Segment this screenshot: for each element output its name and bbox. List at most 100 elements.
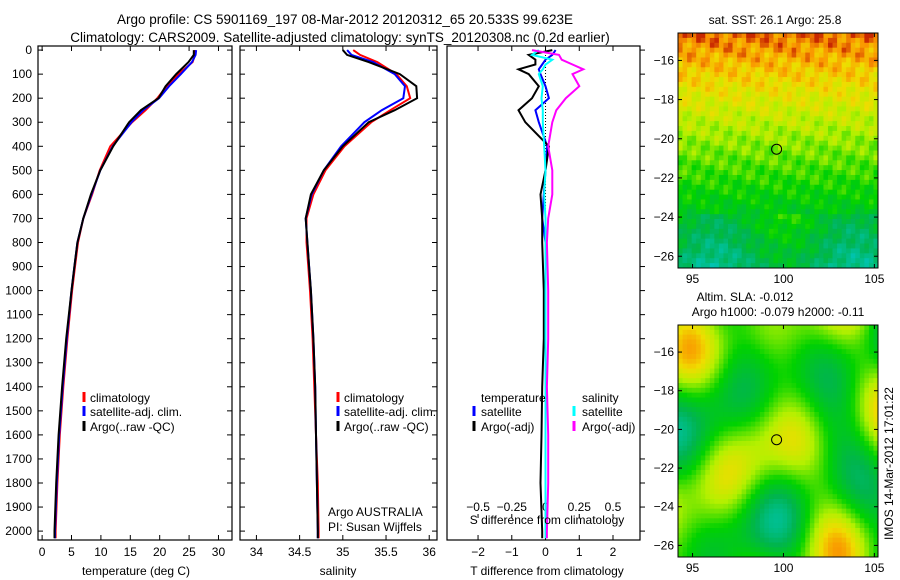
map-cell [846,542,852,548]
map-cell [728,470,733,476]
map-cell [800,363,806,369]
map-cell [828,150,833,156]
map-cell [782,436,788,442]
map-cell [787,484,793,490]
map-cell [696,116,702,122]
map-cell [800,130,806,137]
map-cell [696,209,702,215]
map-cell [750,528,756,534]
map-cell [709,57,715,63]
map-cell [828,155,833,161]
map-cell [782,228,788,235]
map-cell [709,37,715,44]
map-cell [682,263,688,269]
map-cell [837,67,843,73]
map-cell [778,253,783,259]
map-cell [700,238,706,244]
map-cell [755,204,761,210]
map-cell [718,542,724,548]
map-cell [791,160,797,166]
map-cell [800,135,806,142]
map-cell [837,460,843,466]
map-cell [773,67,779,73]
map-cell [818,111,824,117]
y-tick-label: −16 [654,53,675,67]
map-cell [873,378,879,384]
map-cell [859,518,865,524]
map-cell [787,349,793,355]
map-cell [868,537,874,543]
map-cell [796,214,802,220]
map-cell [741,325,747,331]
map-cell [714,155,720,161]
map-cell [741,373,747,379]
map-cell [714,42,720,49]
map-cell [773,325,779,331]
map-cell [859,460,865,466]
map-cell [737,194,743,200]
map-cell [709,339,715,345]
map-cell [855,378,861,384]
map-cell [773,392,779,398]
map-cell [868,116,874,122]
map-cell [700,101,706,107]
map-cell [809,179,815,186]
map-cell [828,228,833,235]
map-cell [741,397,747,403]
map-cell [873,421,879,427]
map-cell [773,170,779,176]
map-cell [737,329,743,336]
map-cell [791,363,797,369]
map-cell [846,150,852,156]
map-cell [732,426,738,432]
map-cell [696,412,702,418]
map-cell [709,455,715,461]
map-cell [787,552,793,558]
map-cell [850,494,856,500]
map-cell [768,101,774,107]
map-cell [714,140,720,147]
map-cell [837,194,843,200]
map-cell [700,243,706,249]
map-cell [723,135,729,142]
map-cell [750,116,756,122]
map-cell [709,358,715,365]
map-cell [828,518,833,524]
map-cell [773,387,779,394]
map-cell [700,209,706,215]
map-cell [782,474,788,481]
map-cell [837,174,843,181]
map-cell [855,135,861,142]
map-cell [873,184,879,191]
map-cell [841,42,847,49]
map-cell [691,465,697,471]
map-cell [809,503,815,510]
map-cell [809,145,815,151]
map-cell [828,96,833,102]
map-cell [828,344,833,350]
map-cell [682,199,688,205]
map-cell [818,383,824,389]
map-cell [778,358,783,365]
map-cell [700,334,706,340]
map-cell [782,194,788,200]
map-cell [741,126,747,132]
map-cell [814,150,820,156]
map-cell [741,378,747,384]
map-cell [828,325,833,331]
x-tick-label: 35 [336,545,350,559]
map-cell [778,91,783,98]
map-cell [759,532,765,539]
map-cell [868,140,874,147]
map-cell [768,170,774,176]
map-cell [696,223,702,230]
map-cell [741,67,747,73]
map-cell [709,547,715,553]
map-cell [696,532,702,539]
map-cell [859,465,865,471]
map-cell [796,474,802,481]
map-cell [678,441,683,447]
map-cell [709,334,715,340]
map-cell [718,460,724,466]
map-cell [746,223,752,230]
